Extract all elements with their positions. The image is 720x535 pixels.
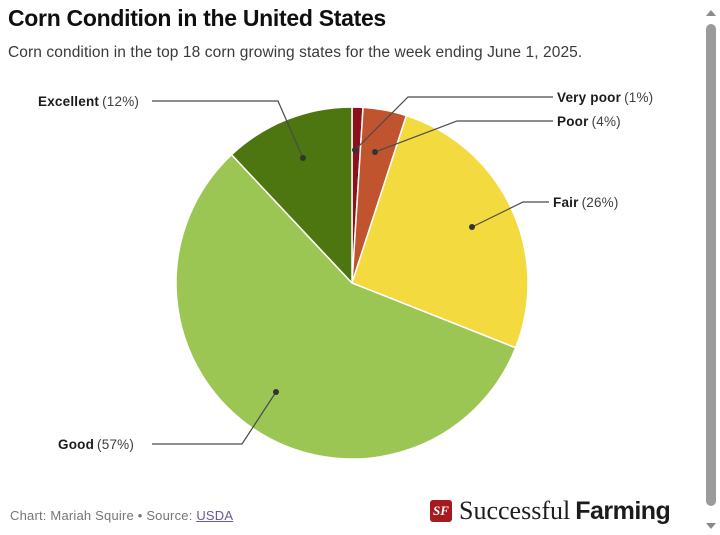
pie-slice-excellent[interactable] [230, 106, 353, 284]
leader-dot-excellent [300, 155, 306, 161]
pie-label-poor: Poor (4%) [557, 114, 621, 129]
pie-label-poor-name: Poor [557, 114, 589, 129]
leader-line-very-poor [354, 96, 553, 151]
pie-label-excellent: Excellent (12%) [38, 94, 139, 109]
scrollbar-up-arrow-icon[interactable] [706, 10, 716, 16]
pie-label-very-poor-pct: (1%) [624, 90, 654, 105]
page-title: Corn Condition in the United States [8, 5, 386, 31]
pie-label-excellent-pct: (12%) [102, 94, 140, 109]
leader-dot-very-poor [352, 147, 358, 153]
leader-line-excellent [152, 100, 304, 159]
successful-farming-logo: SF Successful Farming [430, 496, 671, 526]
pie-label-fair-pct: (26%) [581, 195, 619, 210]
leader-line-good [152, 391, 277, 445]
pie-label-fair: Fair (26%) [553, 195, 619, 210]
pie-label-good-pct: (57%) [97, 437, 135, 452]
source-usda-link[interactable]: USDA [196, 508, 234, 523]
pie-label-very-poor: Very poor (1%) [557, 90, 653, 105]
pie-slice-good[interactable] [175, 153, 517, 460]
leader-line-fair [471, 201, 549, 228]
logo-text-farming: Farming [575, 496, 671, 525]
vertical-scrollbar[interactable] [703, 0, 720, 535]
leader-dot-fair [469, 224, 475, 230]
scrollbar-thumb[interactable] [706, 24, 716, 506]
pie-label-poor-pct: (4%) [591, 114, 621, 129]
leader-line-poor [374, 120, 553, 153]
page-subtitle: Corn condition in the top 18 corn growin… [8, 44, 583, 61]
pie-label-excellent-name: Excellent [38, 94, 100, 109]
pie-label-good-name: Good [58, 437, 95, 452]
chart-credit: Chart: Mariah Squire • Source: USDA [10, 508, 233, 523]
scrollbar-down-arrow-icon[interactable] [706, 523, 716, 529]
leader-dot-good [273, 389, 279, 395]
sf-logo-icon: SF [430, 500, 452, 522]
logo-text-successful: Successful [459, 496, 571, 525]
pie-label-good: Good (57%) [58, 437, 134, 452]
credit-text: Chart: Mariah Squire • Source: [10, 508, 197, 523]
pie-label-very-poor-name: Very poor [557, 90, 622, 105]
leader-dot-poor [372, 149, 378, 155]
pie-label-fair-name: Fair [553, 195, 579, 210]
